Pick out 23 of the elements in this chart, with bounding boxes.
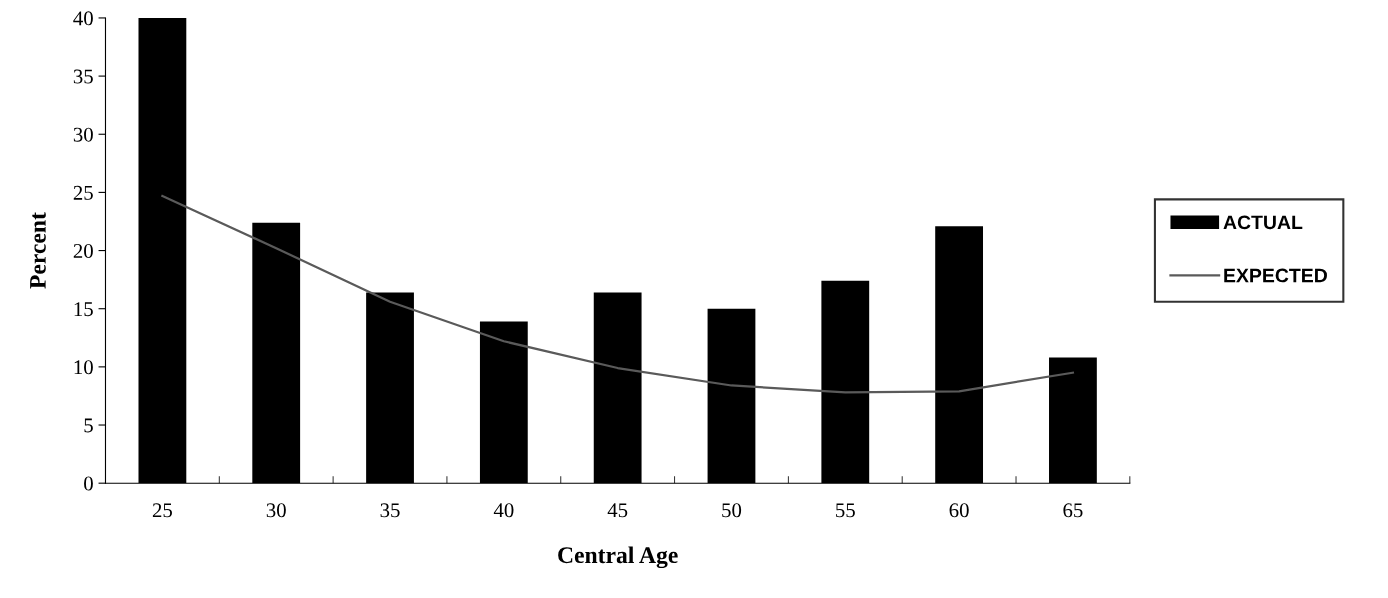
y-tick-label: 35 <box>73 69 93 84</box>
y-tick-label: 30 <box>73 127 93 142</box>
x-tick-label: 55 <box>836 503 855 518</box>
legend-label: ACTUAL <box>1223 215 1303 230</box>
y-axis-title: Percent <box>30 212 46 289</box>
legend-label: EXPECTED <box>1224 268 1327 283</box>
y-tick-label: 0 <box>84 476 93 491</box>
x-tick-label: 45 <box>607 503 628 518</box>
x-tick-label: 40 <box>493 503 514 518</box>
y-tick-label: 15 <box>74 302 93 317</box>
x-axis-title: Central Age <box>558 546 678 569</box>
x-tick-label: 25 <box>152 503 172 518</box>
x-tick-label: 50 <box>722 503 742 518</box>
x-tick-label: 60 <box>949 503 969 518</box>
x-tick-label: 65 <box>1063 503 1083 518</box>
y-tick-label: 40 <box>73 11 93 26</box>
x-tick-label: 30 <box>266 503 286 518</box>
line-series <box>161 194 1075 394</box>
y-tick-label: 20 <box>73 243 93 258</box>
y-tick-label: 5 <box>84 418 93 433</box>
x-tick-label: 35 <box>380 503 400 518</box>
y-tick-label: 10 <box>74 360 93 375</box>
y-tick-label: 25 <box>73 185 93 200</box>
